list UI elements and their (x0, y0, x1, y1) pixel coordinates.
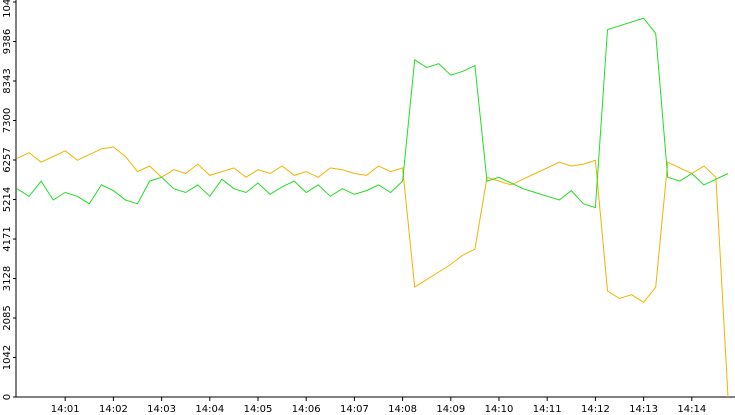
x-tick-label: 14:06 (292, 404, 321, 415)
x-tick-label: 14:03 (147, 404, 176, 415)
x-tick-label: 14:07 (340, 404, 369, 415)
x-tick-label: 14:05 (244, 404, 273, 415)
x-tick-label: 14:08 (388, 404, 417, 415)
series-line (16, 17, 729, 209)
y-tick-label: 4171 (2, 226, 13, 251)
x-tick-label: 14:12 (581, 404, 610, 415)
x-tick-label: 14:04 (195, 404, 224, 415)
y-tick-label: 0 (2, 394, 13, 400)
y-tick-label: 8343 (2, 68, 13, 93)
y-tick-label: 5214 (2, 187, 13, 212)
y-tick-label: 10429 (2, 0, 13, 18)
x-tick-label: 14:13 (629, 404, 658, 415)
y-tick-label: 3128 (2, 266, 13, 291)
series-line (16, 146, 729, 398)
y-tick-label: 2085 (2, 305, 13, 330)
x-tick-label: 14:10 (485, 404, 514, 415)
x-tick-label: 14:02 (99, 404, 128, 415)
x-tick-label: 14:09 (436, 404, 465, 415)
y-tick-label: 9386 (2, 29, 13, 54)
x-tick-label: 14:11 (533, 404, 562, 415)
y-tick-label: 7300 (2, 108, 13, 133)
x-tick-label: 14:01 (51, 404, 80, 415)
y-tick-label: 1042 (2, 345, 13, 370)
y-tick-label: 6257 (2, 147, 13, 172)
x-tick-label: 14:14 (677, 404, 706, 415)
